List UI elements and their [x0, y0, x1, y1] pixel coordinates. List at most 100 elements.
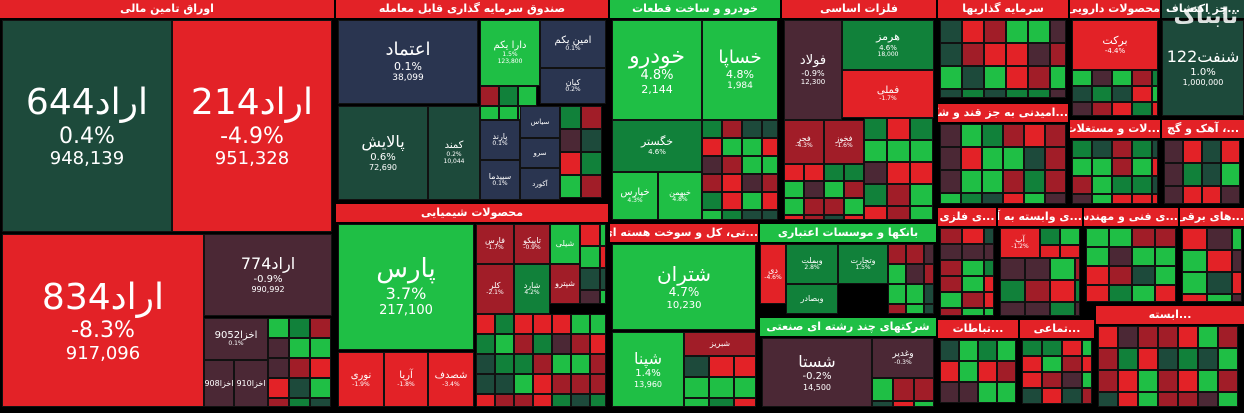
stock-tile[interactable]: پارس 3.7% 217,100: [338, 224, 474, 350]
stock-tile[interactable]: فارس -1.7%: [476, 224, 514, 264]
stock-tile[interactable]: اخزا908: [204, 360, 234, 407]
stock-tile[interactable]: دی -4.6%: [760, 244, 786, 304]
stock-tile[interactable]: سرو: [520, 138, 560, 168]
stock-name: دارا یکم: [493, 40, 527, 52]
filler-tile: [906, 264, 924, 284]
stock-tile[interactable]: شارد 4.2%: [514, 264, 550, 314]
stock-tile[interactable]: تاپیکو -0.9%: [514, 224, 550, 264]
stock-tile[interactable]: شبریز: [684, 332, 756, 356]
sector-title[interactable]: محصولات شیمیایی: [336, 204, 608, 222]
stock-tile[interactable]: پارند 0.1%: [480, 120, 520, 160]
stock-tile[interactable]: آکورد: [520, 168, 560, 200]
sector-title[interactable]: ...ی فنی و مهندسی: [1084, 208, 1178, 226]
stock-tile[interactable]: وبملت 2.8%: [786, 244, 838, 284]
stock-tile[interactable]: شصدف -3.4%: [428, 352, 474, 407]
filler-tile: [984, 276, 994, 292]
stock-tile[interactable]: شیلی: [550, 224, 580, 264]
sector-title[interactable]: سرمایه گذاریها: [938, 0, 1068, 18]
sector-title[interactable]: محصولات دارویی: [1070, 0, 1160, 18]
filler-tile: [887, 118, 910, 140]
sector-title[interactable]: بانکها و موسسات اعتباری: [760, 224, 936, 242]
stock-tile[interactable]: اراد774 -0.9% 990,992: [204, 234, 332, 316]
stock-name: اراد834: [41, 276, 165, 318]
stock-tile[interactable]: کمند 0.2% 10,044: [428, 106, 480, 200]
stock-tile[interactable]: خبهمن 4.8%: [658, 172, 702, 220]
stock-tile[interactable]: پالایش 0.6% 72,690: [338, 106, 428, 200]
stock-change: -1.8%: [397, 380, 415, 388]
stock-name: پارند: [492, 131, 508, 141]
stock-tile[interactable]: شپنا 1.4% 13,960: [612, 332, 684, 407]
stock-tile[interactable]: هرمز 4.6% 18,000: [842, 20, 934, 70]
sector-title[interactable]: ...تی، کل و سوخت هسته ای: [610, 224, 758, 242]
stock-tile[interactable]: اراد834 -8.3% 917,096: [2, 234, 204, 407]
stock-volume: 72,690: [369, 163, 397, 173]
stock-tile[interactable]: خپارس 4.3%: [612, 172, 658, 220]
stock-name: هرمز: [876, 30, 900, 44]
stock-tile[interactable]: کیان 0.2%: [540, 68, 606, 104]
sector-title[interactable]: ...تباطات: [938, 320, 1018, 338]
stock-tile[interactable]: شستا -0.2% 14,500: [762, 338, 872, 407]
stock-name: شستا: [798, 351, 836, 371]
filler-tile: [962, 308, 984, 316]
stock-tile[interactable]: اراد644 0.4% 948,139: [2, 20, 172, 232]
stock-tile[interactable]: وبصادر: [786, 284, 838, 314]
filler-tile: [1118, 392, 1138, 407]
filler-tile: [1221, 186, 1240, 204]
stock-tile[interactable]: فولاد -0.9% 12,300: [784, 20, 842, 120]
stock-tile[interactable]: دارا یکم 1.5% 123,800: [480, 20, 540, 86]
stock-tile[interactable]: سیاس: [520, 106, 560, 138]
sector-title[interactable]: ...جز اکتشاف: [1162, 0, 1244, 18]
stock-tile[interactable]: اعتماد 0.1% 38,099: [338, 20, 478, 104]
stock-name: امین یکم: [554, 34, 592, 46]
filler-tile: [722, 192, 742, 210]
stock-tile[interactable]: شتران 4.7% 10,230: [612, 244, 756, 330]
sector-title[interactable]: فلزات اساسی: [782, 0, 936, 18]
stock-tile[interactable]: شنفت122 1.0% 1,000,000: [1162, 20, 1244, 116]
stock-tile[interactable]: فخوز -1.6%: [824, 120, 864, 164]
stock-tile[interactable]: خگستر 4.6%: [612, 120, 702, 172]
stock-volume: 12,300: [800, 78, 826, 87]
sector-title[interactable]: ...های برقی: [1180, 208, 1244, 226]
stock-tile[interactable]: خودرو 4.8% 2,144: [612, 20, 702, 120]
sector-title[interactable]: خودرو و ساخت قطعات: [610, 0, 780, 18]
filler-tile: [581, 175, 602, 198]
filler-tile: [600, 246, 606, 268]
stock-tile[interactable]: اراد214 -4.9% 951,328: [172, 20, 332, 232]
sector-title[interactable]: ...امیدنی به جز قند و شکر: [938, 104, 1068, 122]
stock-tile[interactable]: فجر -4.3%: [784, 120, 824, 164]
stock-tile[interactable]: فملی -1.7%: [842, 70, 934, 118]
sector-title[interactable]: ...لات و مستغلات: [1070, 120, 1160, 138]
stock-name: وتجارت: [850, 255, 876, 265]
filler-tile: [1152, 102, 1158, 116]
filler-tile: [1092, 194, 1112, 204]
stock-tile[interactable]: سپیدما 0.1%: [480, 160, 520, 200]
stock-tile[interactable]: آپ -1.2%: [1000, 228, 1040, 258]
stock-tile[interactable]: آریا -1.8%: [384, 352, 428, 407]
filler-tile: [888, 284, 906, 304]
stock-tile[interactable]: امین یکم 0.1%: [540, 20, 606, 68]
stock-tile[interactable]: نوری -1.9%: [338, 352, 384, 407]
sector-title[interactable]: ...ی فلزی: [938, 208, 996, 226]
sector-title[interactable]: صندوق سرمایه گذاری قابل معامله: [336, 0, 608, 18]
stock-tile[interactable]: وغدیر -0.3%: [872, 338, 934, 378]
filler-tile: [289, 318, 310, 338]
sector-title[interactable]: اوراق تامین مالی: [0, 0, 334, 18]
stock-tile[interactable]: وتجارت 1.5%: [838, 244, 888, 284]
sector-title[interactable]: ...ی وابسته به آن: [998, 208, 1082, 226]
filler-tile: [268, 398, 289, 407]
sector-title[interactable]: ...ابسته: [1096, 306, 1244, 324]
sector-title[interactable]: ...، آهک و گچ: [1162, 120, 1244, 138]
stock-tile[interactable]: خساپا 4.8% 1,984: [702, 20, 778, 120]
filler-tile: [552, 354, 571, 374]
filler-tile: [1003, 147, 1024, 170]
sector-title[interactable]: شرکتهای چند رشته ای صنعتی: [760, 318, 936, 336]
stock-tile[interactable]: کلر -2.1%: [476, 264, 514, 314]
stock-tile[interactable]: شپترو: [550, 264, 580, 304]
stock-tile[interactable]: اخزا9052 0.1%: [204, 318, 268, 360]
filler-tile: [1082, 372, 1092, 388]
stock-tile[interactable]: اخزا910: [234, 360, 268, 407]
filler-tile: [1132, 86, 1152, 102]
filler-tile: [1109, 228, 1132, 247]
stock-tile[interactable]: برکت -4.4%: [1072, 20, 1158, 70]
sector-title[interactable]: ...تماعی: [1020, 320, 1094, 338]
